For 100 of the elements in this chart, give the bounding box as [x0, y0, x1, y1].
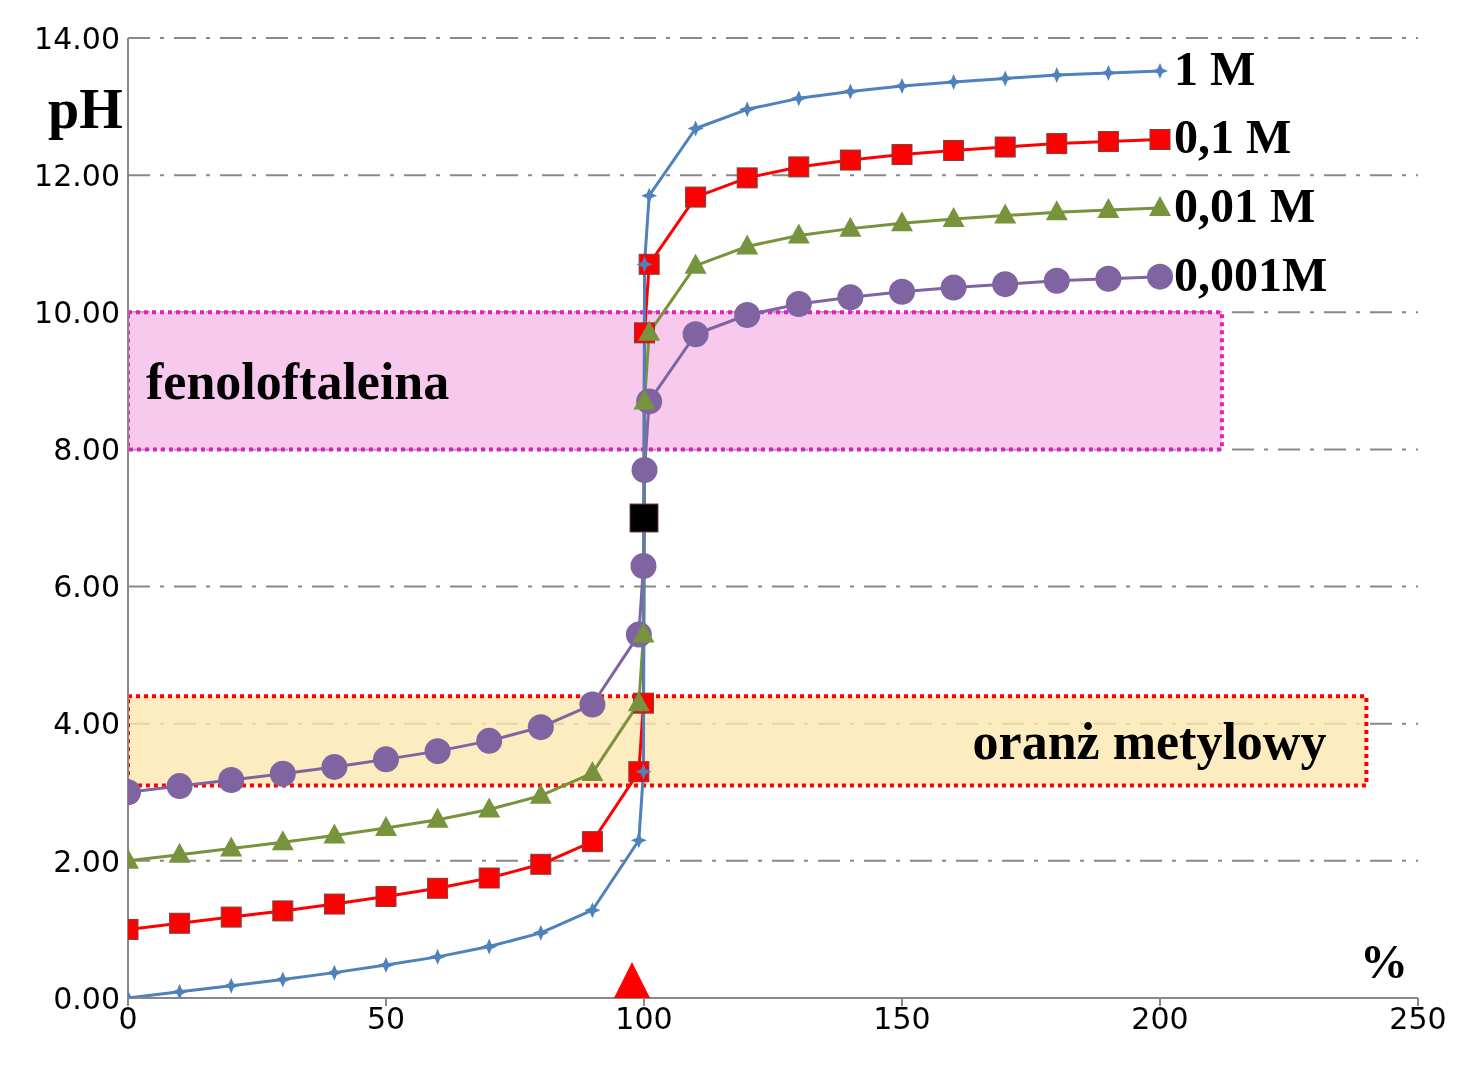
point — [529, 783, 552, 804]
x-tick-label: 100 — [615, 1001, 673, 1037]
point — [171, 983, 188, 998]
point — [787, 223, 810, 244]
point — [630, 553, 657, 579]
point — [736, 234, 759, 255]
point — [269, 760, 296, 787]
point — [429, 948, 446, 965]
y-tick-label: 0.00 — [53, 980, 120, 1016]
point — [581, 831, 603, 853]
point — [1045, 200, 1068, 221]
point — [1149, 196, 1171, 217]
point — [530, 853, 552, 875]
point — [682, 321, 709, 348]
point — [734, 302, 761, 329]
point — [631, 457, 658, 483]
series-label: 1 M — [1174, 41, 1256, 95]
point — [378, 957, 394, 974]
point — [223, 977, 240, 994]
point — [994, 136, 1016, 158]
point — [638, 320, 661, 341]
x-tick-label: 0 — [118, 1001, 138, 1037]
y-tick-label: 6.00 — [53, 569, 120, 605]
point — [629, 503, 659, 533]
point — [685, 186, 707, 208]
point — [736, 167, 758, 189]
point — [581, 761, 604, 782]
point — [532, 924, 549, 941]
point — [788, 156, 810, 178]
x-tick-label: 200 — [1131, 1001, 1189, 1037]
point — [641, 187, 658, 204]
point — [842, 83, 859, 100]
point — [476, 727, 503, 754]
point — [997, 70, 1014, 87]
series-label: 0,001M — [1174, 247, 1328, 301]
point — [790, 90, 807, 107]
y-tick-label: 14.00 — [34, 20, 120, 56]
x-axis-title: % — [1360, 935, 1408, 988]
point — [166, 773, 193, 800]
point — [426, 807, 449, 828]
point — [375, 815, 397, 836]
series-label: 0,1 M — [1174, 110, 1292, 164]
point — [584, 902, 601, 919]
point — [1149, 128, 1171, 150]
y-axis-title: pH — [48, 78, 123, 140]
y-tick-label: 4.00 — [53, 706, 120, 742]
point — [633, 389, 656, 410]
point — [220, 906, 242, 928]
point — [326, 964, 343, 981]
point — [220, 836, 243, 857]
point — [478, 797, 501, 818]
point — [992, 271, 1019, 298]
point — [168, 842, 191, 863]
point — [271, 830, 294, 851]
point — [375, 886, 397, 908]
point — [1147, 263, 1173, 290]
point — [891, 211, 913, 232]
point — [891, 144, 913, 166]
series-label: 0,01 M — [1174, 179, 1316, 233]
point — [632, 622, 655, 643]
point — [169, 912, 191, 934]
band-label: fenoloftaleina — [146, 352, 450, 410]
point — [627, 691, 650, 712]
point — [1097, 198, 1120, 219]
point — [1152, 62, 1168, 79]
point — [687, 120, 704, 137]
point — [272, 900, 294, 922]
point — [894, 78, 910, 94]
point — [481, 938, 498, 955]
point — [684, 253, 707, 274]
point — [994, 203, 1017, 224]
point — [785, 291, 812, 318]
point — [427, 877, 449, 899]
point — [940, 274, 967, 301]
point — [1095, 265, 1122, 292]
point — [1097, 131, 1119, 153]
point — [942, 207, 965, 228]
y-tick-label: 10.00 — [34, 294, 120, 330]
point — [218, 766, 245, 793]
point — [373, 746, 399, 773]
y-tick-label: 8.00 — [53, 432, 120, 468]
point — [579, 691, 606, 718]
band-label: oranż metylowy — [972, 712, 1327, 770]
point — [1043, 267, 1070, 294]
x-tick-label: 150 — [873, 1001, 931, 1037]
x-tick-label: 250 — [1389, 1001, 1447, 1037]
point — [1046, 133, 1068, 155]
point — [274, 971, 291, 988]
point — [889, 278, 915, 305]
point — [323, 823, 346, 844]
x-tick-label: 50 — [366, 1001, 406, 1037]
point — [323, 893, 345, 915]
point — [837, 284, 864, 311]
y-tick-label: 2.00 — [53, 843, 120, 879]
point — [839, 216, 862, 237]
y-tick-label: 12.00 — [34, 157, 120, 193]
point — [839, 149, 861, 171]
point — [478, 867, 500, 889]
point — [321, 753, 348, 780]
point — [630, 832, 647, 849]
